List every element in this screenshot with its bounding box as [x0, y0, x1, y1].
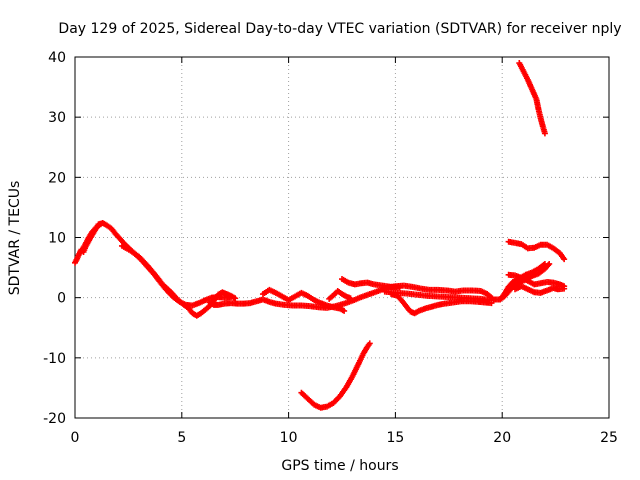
data-point	[561, 285, 568, 292]
series-track-11	[516, 60, 548, 137]
x-axis: 0 5 10 15 20 25	[71, 57, 618, 446]
series-track-15	[497, 260, 553, 303]
y-tick-label: -10	[43, 351, 66, 367]
data-point	[396, 284, 403, 291]
data-point	[97, 221, 104, 228]
y-tick-label: 0	[57, 291, 66, 307]
series-track-7	[339, 276, 403, 291]
series-track-2	[80, 221, 104, 251]
data-points	[72, 60, 568, 411]
x-tick-label: 15	[386, 430, 404, 446]
series-track-9	[381, 288, 493, 304]
series-track-8	[388, 291, 495, 317]
series-track-5	[259, 286, 348, 314]
y-tick-label: 10	[48, 231, 66, 247]
data-point	[347, 295, 354, 302]
series-track-12	[505, 238, 568, 263]
data-point	[486, 297, 493, 304]
data-point	[232, 295, 239, 302]
data-point	[366, 340, 373, 347]
data-point	[541, 130, 548, 137]
data-point	[561, 256, 568, 263]
y-tick-label: -20	[43, 411, 66, 427]
x-tick-label: 10	[280, 430, 298, 446]
y-tick-label: 30	[48, 110, 66, 126]
grid	[75, 57, 609, 418]
x-tick-label: 0	[71, 430, 80, 446]
y-tick-label: 20	[48, 170, 66, 186]
y-axis: -20 -10 0 10 20 30 40	[43, 50, 609, 427]
x-tick-label: 5	[177, 430, 186, 446]
data-point	[341, 307, 348, 314]
series-track-10	[298, 340, 373, 411]
x-tick-label: 20	[493, 430, 511, 446]
x-axis-title: GPS time / hours	[281, 458, 398, 474]
series-track-14	[512, 283, 568, 296]
y-axis-title: SDTVAR / TECUs	[7, 181, 23, 296]
data-point	[546, 260, 553, 267]
data-point	[488, 300, 495, 307]
y-tick-label: 40	[48, 50, 66, 66]
x-tick-label: 25	[600, 430, 618, 446]
chart-title: Day 129 of 2025, Sidereal Day-to-day VTE…	[58, 21, 621, 37]
series-track-6	[326, 288, 354, 302]
